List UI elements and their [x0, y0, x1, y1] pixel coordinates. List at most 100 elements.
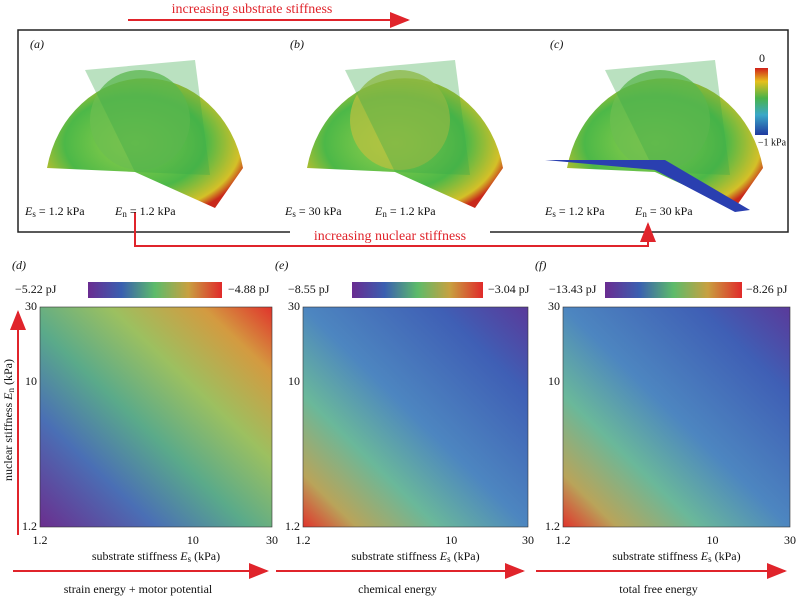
caption: chemical energy — [358, 582, 437, 596]
subscript: s — [292, 209, 296, 219]
heatmap-panel: (e)−8.55 pJ −3.04 pJ 1.2 10 30 30 10 1.2 substra… — [275, 258, 534, 596]
y-tick-label: 10 — [25, 374, 37, 388]
symbol: E — [284, 204, 293, 218]
colorbar-max: −8.26 pJ — [746, 282, 788, 296]
subscript: s — [708, 554, 712, 564]
value: = 1.2 kPa — [127, 204, 176, 218]
y-tick-label: 1.2 — [545, 519, 560, 533]
heatmap — [39, 306, 273, 528]
render: (b)Es = 30 kPa En = 1.2 kPa — [284, 37, 503, 219]
value: = 1.2 kPa — [556, 204, 605, 218]
symbol: E — [374, 204, 383, 218]
symbol: E — [544, 204, 553, 218]
y-tick-label: 30 — [25, 299, 37, 313]
cut-face — [345, 60, 470, 175]
symbol-label: Es = 30 kPa — [284, 204, 342, 219]
panel-label: (c) — [550, 37, 563, 51]
text: substrate stiffness — [351, 549, 439, 563]
value: = 1.2 kPa — [36, 204, 85, 218]
colorbar-label: 0 — [759, 51, 765, 65]
subscript: n — [122, 209, 127, 219]
render: (a)Es = 1.2 kPa En = 1.2 kPa — [24, 37, 243, 219]
nucleus — [90, 70, 190, 170]
panel-label: (f) — [535, 258, 546, 272]
value: (kPa) — [451, 549, 480, 563]
y-tick-label: 10 — [288, 374, 300, 388]
value: = 30 kPa — [647, 204, 693, 218]
x-tick-label: 30 — [522, 533, 534, 547]
nucleus — [350, 70, 450, 170]
y-tick-label: 1.2 — [22, 519, 37, 533]
symbol-label: Es = 1.2 kPa — [24, 204, 85, 219]
colorbar — [605, 282, 742, 298]
colorbar — [352, 282, 483, 298]
y-tick-label: 30 — [548, 299, 560, 313]
y-tick-label: 30 — [288, 299, 300, 313]
panel-label: (a) — [30, 37, 44, 51]
nucleus — [610, 70, 710, 170]
value: (kPa) — [712, 549, 741, 563]
cut-face — [605, 60, 730, 175]
text: nuclear stiffness — [1, 400, 15, 481]
colorbar-max: −3.04 pJ — [488, 282, 530, 296]
panel-label: (d) — [12, 258, 26, 272]
render: (c)Es = 1.2 kPa En = 30 kPa — [544, 37, 763, 219]
symbol: E — [24, 204, 33, 218]
arrow — [134, 212, 656, 247]
symbol-label: En = 1.2 kPa — [114, 204, 176, 219]
heatmap — [302, 306, 529, 528]
heatmap-panel: (f)−13.43 pJ −8.26 pJ 1.2 10 30 30 10 1.2 substr… — [535, 258, 796, 596]
x-tick-label: 1.2 — [33, 533, 48, 547]
colorbar-label: −1 kPa — [758, 137, 787, 148]
symbol-label: En = 1.2 kPa — [374, 204, 436, 219]
y-axis-label: nuclear stiffness En (kPa) — [1, 359, 16, 481]
x-tick-label: 10 — [707, 533, 719, 547]
x-tick-label: 10 — [445, 533, 457, 547]
value: (kPa) — [191, 549, 220, 563]
value: = 30 kPa — [296, 204, 342, 218]
symbol-label: substrate stiffness Es (kPa) — [92, 549, 220, 564]
subscript: n — [6, 388, 16, 393]
symbol: E — [114, 204, 123, 218]
symbol-label: En = 30 kPa — [634, 204, 693, 219]
subscript: s — [32, 209, 36, 219]
heatmap-panel: (d) −5.22 pJ −4.88 pJ 1.2 10 30 30 10 1.2 substra… — [12, 258, 278, 596]
caption: total free energy — [619, 582, 697, 596]
x-tick-label: 30 — [266, 533, 278, 547]
colorbar-max: −4.88 pJ — [228, 282, 270, 296]
colorbar-min: −13.43 pJ — [549, 282, 597, 296]
value: = 1.2 kPa — [387, 204, 436, 218]
symbol: E — [179, 549, 188, 563]
symbol: E — [634, 204, 643, 218]
symbol: E — [439, 549, 448, 563]
x-tick-label: 10 — [187, 533, 199, 547]
symbol: E — [700, 549, 709, 563]
x-tick-label: 1.2 — [296, 533, 311, 547]
caption: strain energy + motor potential — [64, 582, 213, 596]
cut-face — [85, 60, 210, 175]
panel-label: (e) — [275, 258, 288, 272]
colorbar-min: −5.22 pJ — [15, 282, 57, 296]
symbol-label: substrate stiffness Es (kPa) — [612, 549, 740, 564]
label-bg — [290, 229, 490, 245]
symbol-label: substrate stiffness Es (kPa) — [351, 549, 479, 564]
y-tick-label: 1.2 — [285, 519, 300, 533]
subscript: s — [188, 554, 192, 564]
arrow-label: increasing substrate stiffness — [172, 2, 333, 17]
symbol-label: Es = 1.2 kPa — [544, 204, 605, 219]
panel-label: (b) — [290, 37, 304, 51]
subscript: s — [447, 554, 451, 564]
value: (kPa) — [1, 359, 15, 388]
text: substrate stiffness — [92, 549, 180, 563]
subscript: n — [382, 209, 387, 219]
y-tick-label: 10 — [548, 374, 560, 388]
subscript: n — [642, 209, 647, 219]
subscript: s — [552, 209, 556, 219]
heatmap — [562, 306, 791, 528]
x-tick-label: 1.2 — [556, 533, 571, 547]
base — [545, 160, 750, 212]
arrow-label: increasing nuclear stiffness — [314, 229, 466, 244]
render-colorbar — [755, 68, 768, 135]
text: substrate stiffness — [612, 549, 700, 563]
